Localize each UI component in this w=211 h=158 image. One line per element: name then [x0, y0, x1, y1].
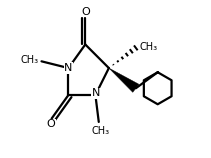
Polygon shape	[109, 68, 139, 92]
Text: CH₃: CH₃	[20, 55, 38, 65]
Text: N: N	[64, 63, 73, 73]
Text: CH₃: CH₃	[91, 126, 110, 136]
Text: O: O	[81, 7, 90, 17]
Text: O: O	[46, 119, 55, 129]
Text: CH₃: CH₃	[139, 42, 157, 52]
Text: N: N	[92, 88, 100, 98]
